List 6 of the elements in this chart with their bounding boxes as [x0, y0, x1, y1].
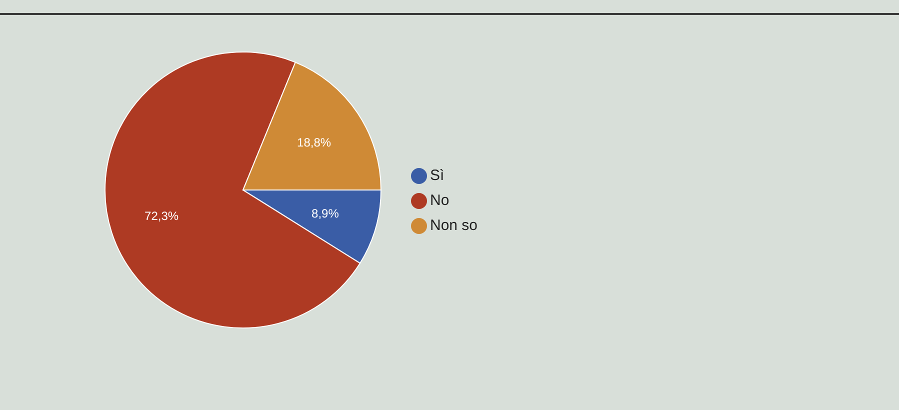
data-label: 72,3% — [144, 209, 179, 224]
legend-label: Non so — [430, 217, 478, 234]
legend-label: No — [430, 192, 450, 209]
data-label: 8,9% — [312, 206, 340, 221]
data-label: 18,8% — [297, 135, 332, 150]
legend-label: Sì — [430, 167, 444, 184]
